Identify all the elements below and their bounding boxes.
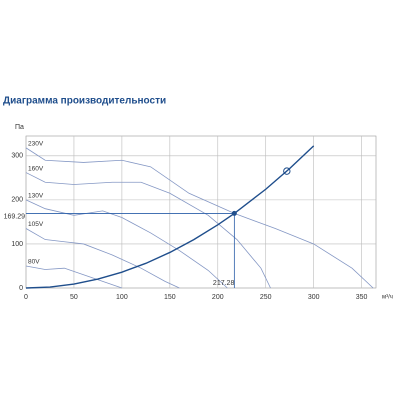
series-label: 230V — [28, 141, 44, 148]
operating-y-label: 169.29 — [4, 213, 26, 220]
series-label: 160V — [28, 165, 44, 172]
y-tick-label: 100 — [11, 241, 23, 248]
series-label: 130V — [28, 193, 44, 200]
x-tick-label: 300 — [308, 294, 320, 301]
series-label: 80V — [28, 259, 40, 266]
curve-marker-slash — [284, 168, 290, 174]
fan-curve — [25, 172, 271, 289]
operating-point — [231, 210, 237, 216]
y-tick-label: 0 — [19, 285, 23, 292]
y-tick-label: 200 — [11, 197, 23, 204]
fan-curve — [25, 199, 228, 289]
y-axis-label: Па — [15, 124, 24, 131]
fan-curve — [25, 265, 123, 289]
x-tick-label: 50 — [70, 294, 78, 301]
x-tick-label: 100 — [116, 294, 128, 301]
series-label: 105V — [28, 221, 44, 228]
x-tick-label: 150 — [164, 294, 176, 301]
fan-curve — [25, 228, 180, 289]
curve-marker — [283, 167, 291, 175]
x-tick-label: 350 — [356, 294, 368, 301]
x-tick-label: 0 — [24, 294, 28, 301]
x-tick-label: 200 — [212, 294, 224, 301]
x-tick-label: 250 — [260, 294, 272, 301]
system-curve — [25, 145, 315, 289]
operating-x-label: 217.28 — [213, 280, 235, 287]
x-axis-label: м³/ч — [382, 295, 393, 301]
chart-title: Диаграмма производительности — [3, 96, 166, 107]
y-tick-label: 300 — [11, 153, 23, 160]
fan-curve — [25, 147, 374, 289]
